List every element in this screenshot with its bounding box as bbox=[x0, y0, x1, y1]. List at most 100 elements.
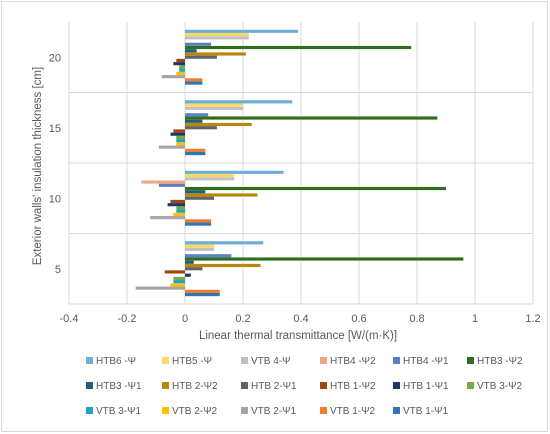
bar-htb-2-2-20cm bbox=[185, 52, 246, 56]
bar-htb-1-1-20cm bbox=[173, 62, 185, 66]
x-tick-label: -0.4 bbox=[60, 313, 79, 325]
legend-label: HTB 1-Ψ1 bbox=[403, 381, 449, 392]
bar-htb5--20cm bbox=[185, 32, 249, 37]
bar-htb-1-2-15cm bbox=[173, 129, 185, 133]
bar-htb-2-1-20cm bbox=[185, 55, 217, 59]
y-tick-label: 15 bbox=[49, 123, 61, 135]
bar-vtb-2-1-10cm bbox=[150, 216, 185, 220]
bar-htb6--10cm bbox=[185, 170, 284, 174]
gridlines bbox=[68, 22, 534, 305]
x-axis-title: Linear thermal transmittance [W/(m·K)] bbox=[199, 330, 397, 342]
bar-htb4-1-15cm bbox=[185, 113, 209, 117]
bar-htb-1-1-5cm bbox=[185, 273, 191, 277]
bar-htb-1-1-10cm bbox=[167, 203, 185, 207]
bar-vtb-1-1-5cm bbox=[185, 293, 220, 297]
x-tick-label: 0 bbox=[182, 313, 188, 325]
bar-htb-1-1-15cm bbox=[170, 132, 185, 136]
legend-swatch bbox=[241, 407, 248, 414]
bar-htb4-1-20cm bbox=[185, 42, 212, 46]
bar-htb3-2-5cm bbox=[185, 257, 464, 261]
bar-htb6--15cm bbox=[185, 100, 293, 104]
bar-htb3-1-5cm bbox=[185, 260, 194, 264]
bar-htb-2-2-15cm bbox=[185, 122, 252, 127]
bar-htb-2-2-5cm bbox=[185, 263, 261, 268]
bar-htb3-1-20cm bbox=[185, 49, 197, 53]
legend-swatch bbox=[86, 382, 93, 389]
bar-vtb-4--15cm bbox=[185, 106, 243, 110]
legend-swatch bbox=[162, 357, 169, 364]
bar-htb-2-2-10cm bbox=[185, 193, 258, 197]
x-tick-label: 1.2 bbox=[525, 313, 540, 325]
bar-vtb-1-2-5cm bbox=[185, 289, 220, 293]
bar-htb-1-2-20cm bbox=[176, 58, 185, 63]
bar-vtb-2-2-15cm bbox=[176, 142, 185, 146]
legend-swatch bbox=[162, 382, 169, 389]
x-tick-label: -0.2 bbox=[118, 313, 137, 325]
bar-htb-2-1-5cm bbox=[185, 267, 203, 271]
bar-vtb-3-1-5cm bbox=[173, 280, 185, 284]
bar-htb3-1-15cm bbox=[185, 119, 203, 123]
bar-htb6--20cm bbox=[185, 29, 299, 33]
legend-swatch bbox=[320, 407, 327, 414]
bar-htb-2-1-10cm bbox=[185, 196, 214, 200]
legend-swatch bbox=[86, 357, 93, 364]
bar-htb3-2-10cm bbox=[185, 186, 446, 191]
bar-vtb-2-2-20cm bbox=[176, 71, 185, 75]
bar-vtb-2-1-5cm bbox=[135, 286, 185, 290]
legend-swatch bbox=[393, 407, 400, 414]
bar-htb5--5cm bbox=[185, 244, 214, 248]
bar-vtb-3-2-20cm bbox=[179, 65, 185, 69]
legend-label: HTB5 -Ψ bbox=[172, 356, 212, 367]
bar-vtb-3-2-15cm bbox=[176, 135, 185, 140]
x-tick-label: 1 bbox=[472, 313, 478, 325]
legend-label: VTB 3-Ψ2 bbox=[477, 381, 522, 392]
legend-swatch bbox=[320, 357, 327, 364]
bar-vtb-1-1-15cm bbox=[185, 152, 206, 156]
x-tick-label: 0.2 bbox=[235, 313, 250, 325]
bar-htb6--5cm bbox=[185, 241, 264, 245]
y-axis-title: Exterior walls' insulation thickness [cm… bbox=[32, 67, 44, 265]
bar-htb-1-2-5cm bbox=[164, 270, 185, 274]
bar-htb3-1-10cm bbox=[185, 190, 206, 194]
legend-label: VTB 2-Ψ1 bbox=[251, 406, 296, 417]
x-tick-label: 0.8 bbox=[409, 313, 424, 325]
legend-swatch bbox=[393, 357, 400, 364]
legend-label: HTB3 -Ψ1 bbox=[96, 381, 142, 392]
legend: HTB6 -Ψ HTB5 -Ψ VTB 4-Ψ HTB4 -Ψ2 HTB4 -Ψ1 HTB… bbox=[86, 356, 523, 417]
legend-swatch bbox=[393, 382, 400, 389]
bars bbox=[135, 29, 464, 297]
bar-vtb-3-1-15cm bbox=[176, 139, 185, 143]
bar-vtb-1-1-10cm bbox=[185, 222, 212, 226]
bar-vtb-2-1-15cm bbox=[158, 145, 185, 149]
bar-htb-2-1-15cm bbox=[185, 126, 217, 130]
legend-label: VTB 3-Ψ1 bbox=[96, 406, 141, 417]
x-tick-label: 0.4 bbox=[293, 313, 308, 325]
legend-swatch bbox=[241, 382, 248, 389]
legend-swatch bbox=[241, 357, 248, 364]
bar-htb4-2-10cm bbox=[141, 180, 185, 184]
y-tick-label: 5 bbox=[55, 264, 61, 276]
legend-swatch bbox=[467, 382, 474, 389]
bar-vtb-1-1-20cm bbox=[185, 81, 203, 85]
bar-vtb-1-2-10cm bbox=[185, 219, 212, 223]
legend-label: VTB 1-Ψ1 bbox=[403, 406, 448, 417]
bar-vtb-4--20cm bbox=[185, 36, 249, 40]
legend-label: VTB 1-Ψ2 bbox=[330, 406, 375, 417]
legend-label: HTB6 -Ψ bbox=[96, 356, 136, 367]
bar-vtb-2-2-10cm bbox=[173, 212, 185, 216]
legend-swatch bbox=[320, 382, 327, 389]
legend-swatch bbox=[86, 407, 93, 414]
x-tick-label: 0.6 bbox=[351, 313, 366, 325]
bar-vtb-3-2-5cm bbox=[173, 276, 185, 281]
legend-swatch bbox=[467, 357, 474, 364]
bar-vtb-4--10cm bbox=[185, 177, 235, 181]
legend-label: VTB 4-Ψ bbox=[251, 356, 290, 367]
bar-htb3-2-15cm bbox=[185, 116, 438, 120]
tick-labels: -0.4 -0.2 0 0.2 0.4 0.6 0.8 1 1.2 5 10 15 20 bbox=[49, 52, 541, 325]
bar-vtb-1-2-20cm bbox=[185, 78, 203, 82]
legend-label: HTB 2-Ψ1 bbox=[251, 381, 297, 392]
y-tick-label: 10 bbox=[49, 193, 61, 205]
bar-vtb-2-1-20cm bbox=[161, 75, 185, 79]
